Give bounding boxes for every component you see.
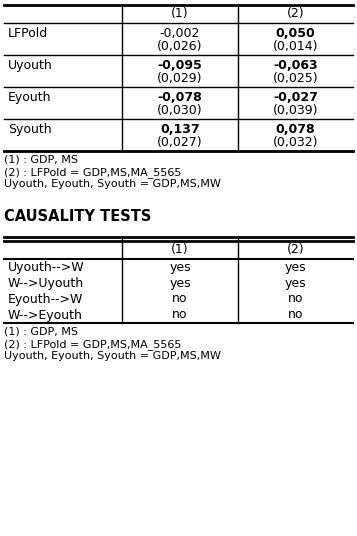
- Text: no: no: [172, 309, 188, 322]
- Text: (2): (2): [287, 243, 304, 257]
- Text: 0,078: 0,078: [276, 123, 315, 136]
- Text: (1): (1): [171, 243, 189, 257]
- Text: Eyouth-->W: Eyouth-->W: [8, 293, 84, 306]
- Text: (1): (1): [171, 8, 189, 20]
- Text: Uyouth, Eyouth, Syouth = GDP,MS,MW: Uyouth, Eyouth, Syouth = GDP,MS,MW: [4, 351, 221, 361]
- Text: (2) : LFPold = GDP,MS,MA_5565: (2) : LFPold = GDP,MS,MA_5565: [4, 167, 181, 178]
- Text: (0,025): (0,025): [273, 71, 318, 85]
- Text: yes: yes: [169, 260, 191, 273]
- Text: no: no: [288, 309, 303, 322]
- Text: Uyouth, Eyouth, Syouth = GDP,MS,MW: Uyouth, Eyouth, Syouth = GDP,MS,MW: [4, 179, 221, 189]
- Text: -0,078: -0,078: [158, 91, 202, 104]
- Text: (0,030): (0,030): [157, 103, 203, 116]
- Text: W-->Uyouth: W-->Uyouth: [8, 277, 84, 289]
- Text: Syouth: Syouth: [8, 123, 52, 136]
- Text: Uyouth-->W: Uyouth-->W: [8, 260, 85, 273]
- Text: yes: yes: [285, 260, 306, 273]
- Text: Eyouth: Eyouth: [8, 91, 51, 104]
- Text: (0,032): (0,032): [273, 136, 318, 148]
- Text: 0,050: 0,050: [276, 27, 315, 40]
- Text: (1) : GDP, MS: (1) : GDP, MS: [4, 327, 78, 337]
- Text: -0,027: -0,027: [273, 91, 318, 104]
- Text: (0,029): (0,029): [157, 71, 203, 85]
- Text: (2) : LFPold = GDP,MS,MA_5565: (2) : LFPold = GDP,MS,MA_5565: [4, 339, 181, 350]
- Text: yes: yes: [285, 277, 306, 289]
- Text: Uyouth: Uyouth: [8, 59, 53, 72]
- Text: CAUSALITY TESTS: CAUSALITY TESTS: [4, 209, 151, 224]
- Text: no: no: [172, 293, 188, 306]
- Text: 0,137: 0,137: [160, 123, 200, 136]
- Text: (0,014): (0,014): [273, 40, 318, 53]
- Text: (0,026): (0,026): [157, 40, 203, 53]
- Text: (2): (2): [287, 8, 304, 20]
- Text: (1) : GDP, MS: (1) : GDP, MS: [4, 155, 78, 165]
- Text: no: no: [288, 293, 303, 306]
- Text: W-->Eyouth: W-->Eyouth: [8, 309, 83, 322]
- Text: (0,027): (0,027): [157, 136, 203, 148]
- Text: (0,039): (0,039): [273, 103, 318, 116]
- Text: LFPold: LFPold: [8, 27, 48, 40]
- Text: -0,002: -0,002: [160, 27, 200, 40]
- Text: -0,063: -0,063: [273, 59, 318, 72]
- Text: -0,095: -0,095: [158, 59, 202, 72]
- Text: yes: yes: [169, 277, 191, 289]
